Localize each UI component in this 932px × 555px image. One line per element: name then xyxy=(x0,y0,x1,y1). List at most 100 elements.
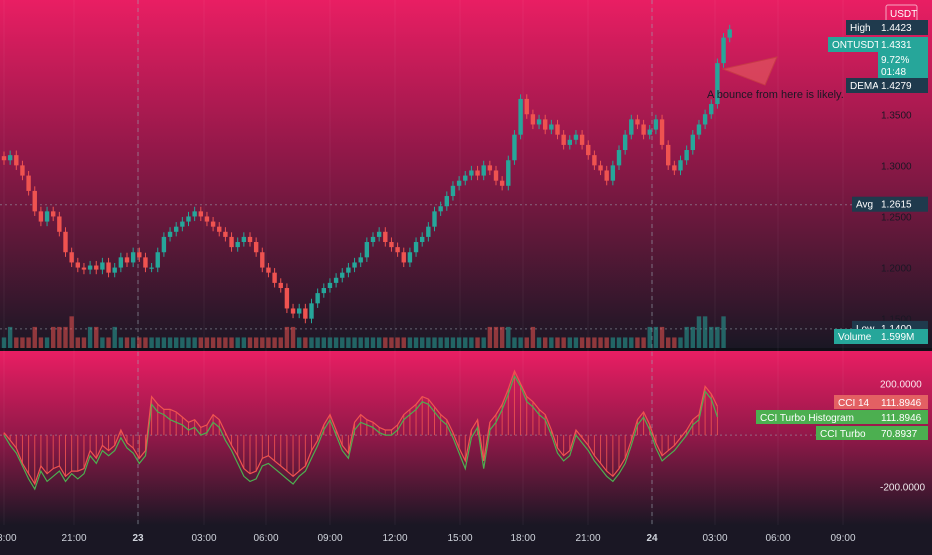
candle-body[interactable] xyxy=(450,185,456,197)
candle-body[interactable] xyxy=(327,282,333,289)
candle-body[interactable] xyxy=(376,231,382,237)
candle-body[interactable] xyxy=(487,165,493,171)
candle-body[interactable] xyxy=(702,114,708,125)
avg-label-value[interactable]: 1.2615 xyxy=(881,200,912,211)
candle-body[interactable] xyxy=(715,63,720,105)
time-axis-background[interactable] xyxy=(0,525,932,550)
candle-body[interactable] xyxy=(481,165,486,176)
indicator-tick-label[interactable]: 200.0000 xyxy=(880,380,922,391)
candle-body[interactable] xyxy=(690,134,695,151)
candle-body[interactable] xyxy=(653,119,659,130)
candle-body[interactable] xyxy=(51,211,56,217)
candle-body[interactable] xyxy=(130,252,136,263)
cci14-legend-name[interactable]: CCI 14 xyxy=(838,398,870,409)
candle-body[interactable] xyxy=(137,252,142,258)
candle-body[interactable] xyxy=(456,180,462,186)
time-tick-label[interactable]: 03:00 xyxy=(702,533,727,544)
candle-body[interactable] xyxy=(573,134,579,140)
candle-body[interactable] xyxy=(167,231,173,237)
candle-body[interactable] xyxy=(524,98,529,115)
candle-body[interactable] xyxy=(635,119,640,125)
candle-body[interactable] xyxy=(155,252,160,268)
candle-body[interactable] xyxy=(592,155,597,166)
cci14-legend-value[interactable]: 111.8946 xyxy=(881,398,922,409)
candle-body[interactable] xyxy=(192,211,197,217)
candle-body[interactable] xyxy=(364,242,370,258)
candle-body[interactable] xyxy=(297,308,302,314)
candle-body[interactable] xyxy=(143,257,148,268)
candle-body[interactable] xyxy=(321,288,326,294)
candle-body[interactable] xyxy=(217,226,222,232)
price-tick-label[interactable]: 1.3500 xyxy=(881,110,912,121)
dema-label-value[interactable]: 1.4279 xyxy=(881,81,912,92)
candle-body[interactable] xyxy=(1,156,7,161)
candle-body[interactable] xyxy=(174,226,179,232)
candle-body[interactable] xyxy=(647,129,652,135)
time-tick-label[interactable]: 12:00 xyxy=(382,533,407,544)
volume-label-value[interactable]: 1.599M xyxy=(881,332,914,343)
time-tick-label[interactable]: 06:00 xyxy=(253,533,278,544)
time-tick-label[interactable]: 09:00 xyxy=(317,533,342,544)
candle-body[interactable] xyxy=(186,216,191,222)
candle-body[interactable] xyxy=(340,272,345,278)
candle-body[interactable] xyxy=(420,236,425,243)
time-tick-label[interactable]: 18:00 xyxy=(0,533,17,544)
candle-body[interactable] xyxy=(161,236,167,253)
candle-body[interactable] xyxy=(641,124,646,135)
avg-label-name[interactable]: Avg xyxy=(856,200,873,211)
candle-body[interactable] xyxy=(241,236,247,243)
candle-body[interactable] xyxy=(303,308,308,319)
cci-indicator[interactable] xyxy=(3,369,718,491)
candle-body[interactable] xyxy=(444,196,449,207)
candle-body[interactable] xyxy=(223,231,228,237)
candle-body[interactable] xyxy=(7,155,13,161)
candle-body[interactable] xyxy=(401,252,406,263)
candle-body[interactable] xyxy=(247,236,253,243)
time-tick-label[interactable]: 03:00 xyxy=(191,533,216,544)
candle-body[interactable] xyxy=(370,236,376,243)
candle-body[interactable] xyxy=(549,124,554,130)
candle-body[interactable] xyxy=(629,119,634,135)
candle-body[interactable] xyxy=(426,226,431,237)
time-tick-label[interactable]: 21:00 xyxy=(61,533,86,544)
candle-body[interactable] xyxy=(475,170,480,176)
candle-body[interactable] xyxy=(463,175,468,181)
cci-turbo-line[interactable] xyxy=(3,374,718,491)
candle-body[interactable] xyxy=(180,221,185,227)
avg-label[interactable]: Avg 1.2615 xyxy=(852,196,928,212)
candle-body[interactable] xyxy=(604,170,609,181)
high-label[interactable]: High 1.4423 xyxy=(846,20,928,35)
candle-body[interactable] xyxy=(260,252,265,268)
high-label-name[interactable]: High xyxy=(850,23,871,34)
candle-body[interactable] xyxy=(204,216,210,222)
candle-body[interactable] xyxy=(229,236,234,248)
candle-body[interactable] xyxy=(622,134,628,151)
candle-body[interactable] xyxy=(407,252,413,263)
candle-body[interactable] xyxy=(100,262,105,270)
candle-body[interactable] xyxy=(666,144,671,166)
symbol-label-value[interactable]: 1.4331 xyxy=(881,40,912,51)
arrow-shape[interactable] xyxy=(721,56,778,86)
candle-body[interactable] xyxy=(395,247,400,253)
price-tick-label[interactable]: 1.2000 xyxy=(881,264,912,275)
candle-body[interactable] xyxy=(518,98,523,135)
candle-body[interactable] xyxy=(610,165,616,181)
candle-body[interactable] xyxy=(20,165,25,176)
candle-body[interactable] xyxy=(579,134,585,145)
candle-body[interactable] xyxy=(266,267,271,273)
price-tick-label[interactable]: 1.3000 xyxy=(881,161,912,172)
time-axis-labels[interactable]: 18:00 21:00 23 03:00 06:00 09:00 12:00 15:00 18:… xyxy=(0,533,856,544)
bar-countdown[interactable]: 01:48 xyxy=(881,67,906,78)
candle-body[interactable] xyxy=(530,114,536,125)
time-tick-label[interactable]: 23 xyxy=(132,533,144,544)
symbol-label[interactable]: ONTUSDT 1.4331 xyxy=(828,37,928,52)
candle-body[interactable] xyxy=(469,170,474,176)
candle-body[interactable] xyxy=(333,277,339,283)
candle-body[interactable] xyxy=(696,124,702,135)
candle-body[interactable] xyxy=(315,293,320,304)
candle-body[interactable] xyxy=(383,231,388,243)
candle-body[interactable] xyxy=(567,139,572,145)
candle-body[interactable] xyxy=(709,104,714,115)
candle-body[interactable] xyxy=(598,165,603,171)
dema-label-name[interactable]: DEMA xyxy=(850,81,879,92)
